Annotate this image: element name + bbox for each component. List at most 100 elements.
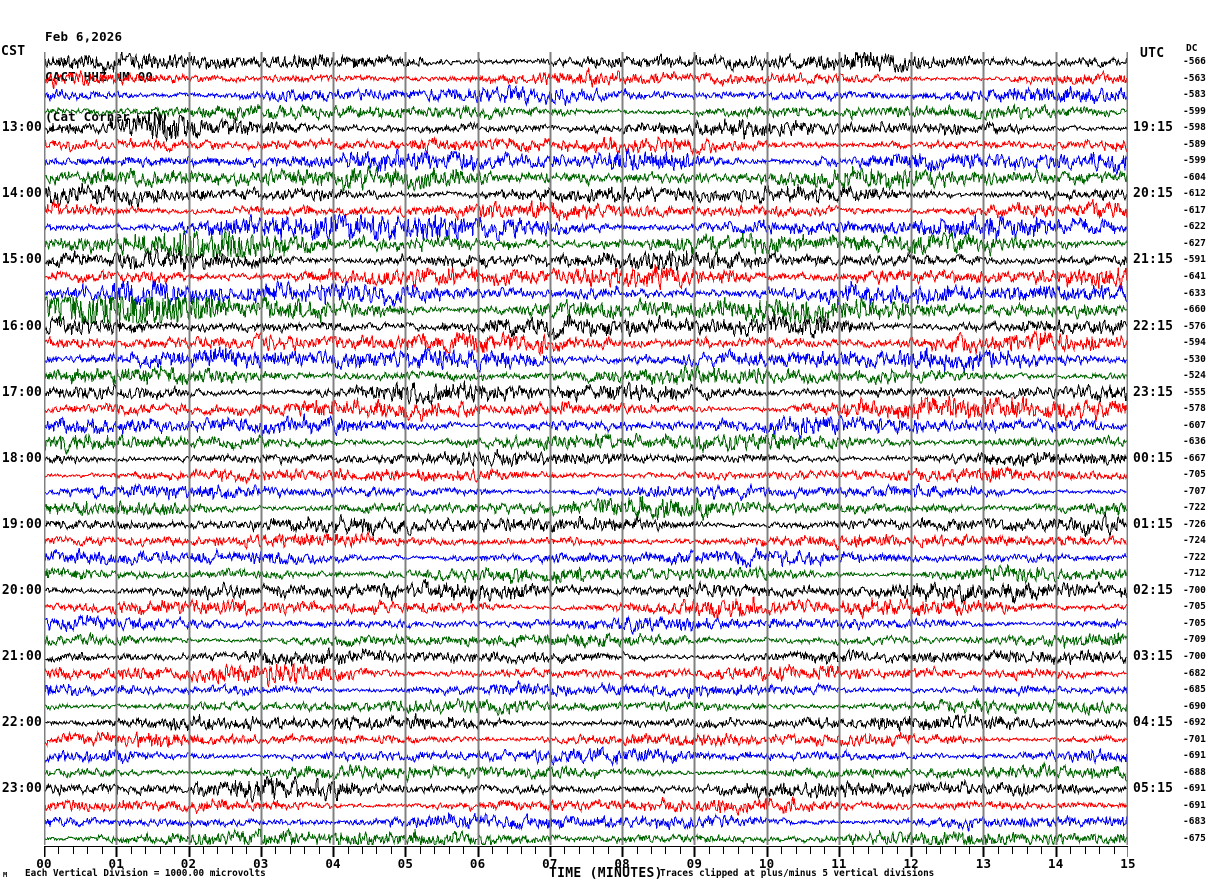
- seismic-trace: [44, 182, 1128, 208]
- seismic-trace: [44, 52, 1128, 73]
- seismic-trace: [44, 730, 1128, 749]
- dc-offset-value: -690: [1183, 700, 1206, 712]
- seismic-trace: [44, 213, 1128, 241]
- seismic-trace: [44, 828, 1128, 845]
- seismic-trace: [44, 67, 1128, 90]
- x-axis-tick-label: 08: [614, 856, 630, 871]
- dc-offset-value: -701: [1183, 733, 1206, 745]
- cst-hour-label: 14:00: [1, 186, 42, 202]
- seismic-trace: [44, 512, 1128, 537]
- dc-offset-value: -705: [1183, 601, 1206, 613]
- cst-hour-label: 23:00: [1, 781, 42, 797]
- x-axis-tick-label: 02: [180, 856, 197, 871]
- cst-hour-label: 16:00: [1, 318, 42, 334]
- seismic-trace: [44, 199, 1128, 222]
- seismic-trace: [44, 697, 1128, 717]
- seismic-trace: [44, 647, 1128, 667]
- cst-axis-label: CST: [1, 44, 26, 59]
- dc-offset-value: -530: [1183, 353, 1206, 365]
- x-axis-tick-label: 11: [831, 856, 847, 871]
- dc-offset-value: -688: [1183, 766, 1206, 778]
- x-axis-tick-label: 04: [325, 856, 341, 871]
- dc-offset-value: -692: [1183, 717, 1206, 729]
- dc-offset-value: -691: [1183, 783, 1206, 795]
- dc-offset-value: -622: [1183, 221, 1206, 233]
- cst-hour-label: 17:00: [1, 384, 42, 400]
- seismic-trace: [44, 775, 1128, 803]
- seismic-trace: [44, 395, 1128, 423]
- seismic-trace: [44, 229, 1128, 258]
- x-axis-tick-label: 06: [469, 856, 486, 871]
- dc-offset-value: -726: [1183, 518, 1206, 530]
- x-axis-tick-label: 01: [108, 856, 124, 871]
- dc-offset-value: -591: [1183, 254, 1206, 266]
- seismic-trace: [44, 796, 1128, 817]
- seismic-trace: [44, 248, 1128, 272]
- seismic-trace: [44, 466, 1128, 485]
- utc-hour-label: 01:15: [1133, 516, 1174, 532]
- seismic-trace: [44, 613, 1128, 636]
- seismic-trace: [44, 482, 1128, 501]
- dc-offset-value: -685: [1183, 684, 1206, 696]
- utc-hour-label: 21:15: [1133, 252, 1174, 268]
- x-axis-ticks: [43, 845, 1130, 859]
- scale-note: Each Vertical Division = 1000.00 microvo…: [25, 868, 266, 879]
- dc-offset-value: -607: [1183, 419, 1206, 431]
- cst-hour-label: 15:00: [1, 252, 42, 268]
- dc-offset-value: -636: [1183, 436, 1206, 448]
- seismic-trace: [44, 135, 1128, 156]
- seismic-trace: [44, 296, 1128, 325]
- dc-offset-value: -705: [1183, 617, 1206, 629]
- x-axis-tick-label: 09: [686, 856, 703, 871]
- x-axis-tick-label: 13: [975, 856, 992, 871]
- dc-offset-value: -709: [1183, 634, 1206, 646]
- dc-offset-value: -583: [1183, 89, 1206, 101]
- dc-offset-value: -705: [1183, 469, 1206, 481]
- dc-offset-value: -566: [1183, 56, 1206, 68]
- seismic-trace: [44, 330, 1128, 357]
- seismic-trace: [44, 547, 1128, 569]
- seismic-trace: [44, 496, 1128, 521]
- seismic-trace: [44, 432, 1128, 455]
- dc-offset-value: -627: [1183, 237, 1206, 249]
- cst-hour-label: 19:00: [1, 516, 42, 532]
- dc-offset-value: -617: [1183, 204, 1206, 216]
- dc-offset-value: -598: [1183, 122, 1206, 134]
- clip-note: Traces clipped at plus/minus 5 vertical …: [660, 868, 935, 879]
- dc-offset-value: -594: [1183, 337, 1206, 349]
- seismic-trace: [44, 530, 1128, 552]
- seismic-trace: [44, 346, 1128, 373]
- dc-offset-value: -675: [1183, 832, 1206, 844]
- cst-hour-label: 21:00: [1, 648, 42, 664]
- dc-offset-value: -722: [1183, 551, 1206, 563]
- x-axis-tick-label: 00: [36, 856, 52, 871]
- dc-offset-value: -712: [1183, 568, 1206, 580]
- dc-offset-value: -700: [1183, 650, 1206, 662]
- cst-hour-label: 18:00: [1, 450, 42, 466]
- utc-axis-label: UTC: [1140, 46, 1165, 61]
- seismic-trace: [44, 102, 1128, 122]
- seismic-trace: [44, 760, 1128, 783]
- dc-offset-value: -683: [1183, 816, 1206, 828]
- dc-offset-value: -700: [1183, 584, 1206, 596]
- dc-offset-value: -604: [1183, 171, 1206, 183]
- seismic-trace: [44, 680, 1128, 700]
- seismic-trace: [44, 413, 1128, 439]
- seismic-trace: [44, 165, 1128, 193]
- seismic-trace: [44, 114, 1128, 142]
- seismic-trace: [44, 449, 1128, 468]
- dc-offset-value: -576: [1183, 320, 1206, 332]
- dc-offset-value: -707: [1183, 485, 1206, 497]
- dc-offset-value: -578: [1183, 403, 1206, 415]
- dc-offset-value: -722: [1183, 502, 1206, 514]
- seismic-trace: [44, 713, 1128, 733]
- cst-hour-label: 22:00: [1, 715, 42, 731]
- utc-hour-label: 19:15: [1133, 120, 1174, 136]
- seismogram-traces: [44, 52, 1128, 845]
- seismic-trace: [44, 631, 1128, 649]
- seismic-trace: [44, 578, 1128, 605]
- dc-offset-value: -724: [1183, 535, 1206, 547]
- dc-offset-value: -682: [1183, 667, 1206, 679]
- seismic-trace: [44, 563, 1128, 585]
